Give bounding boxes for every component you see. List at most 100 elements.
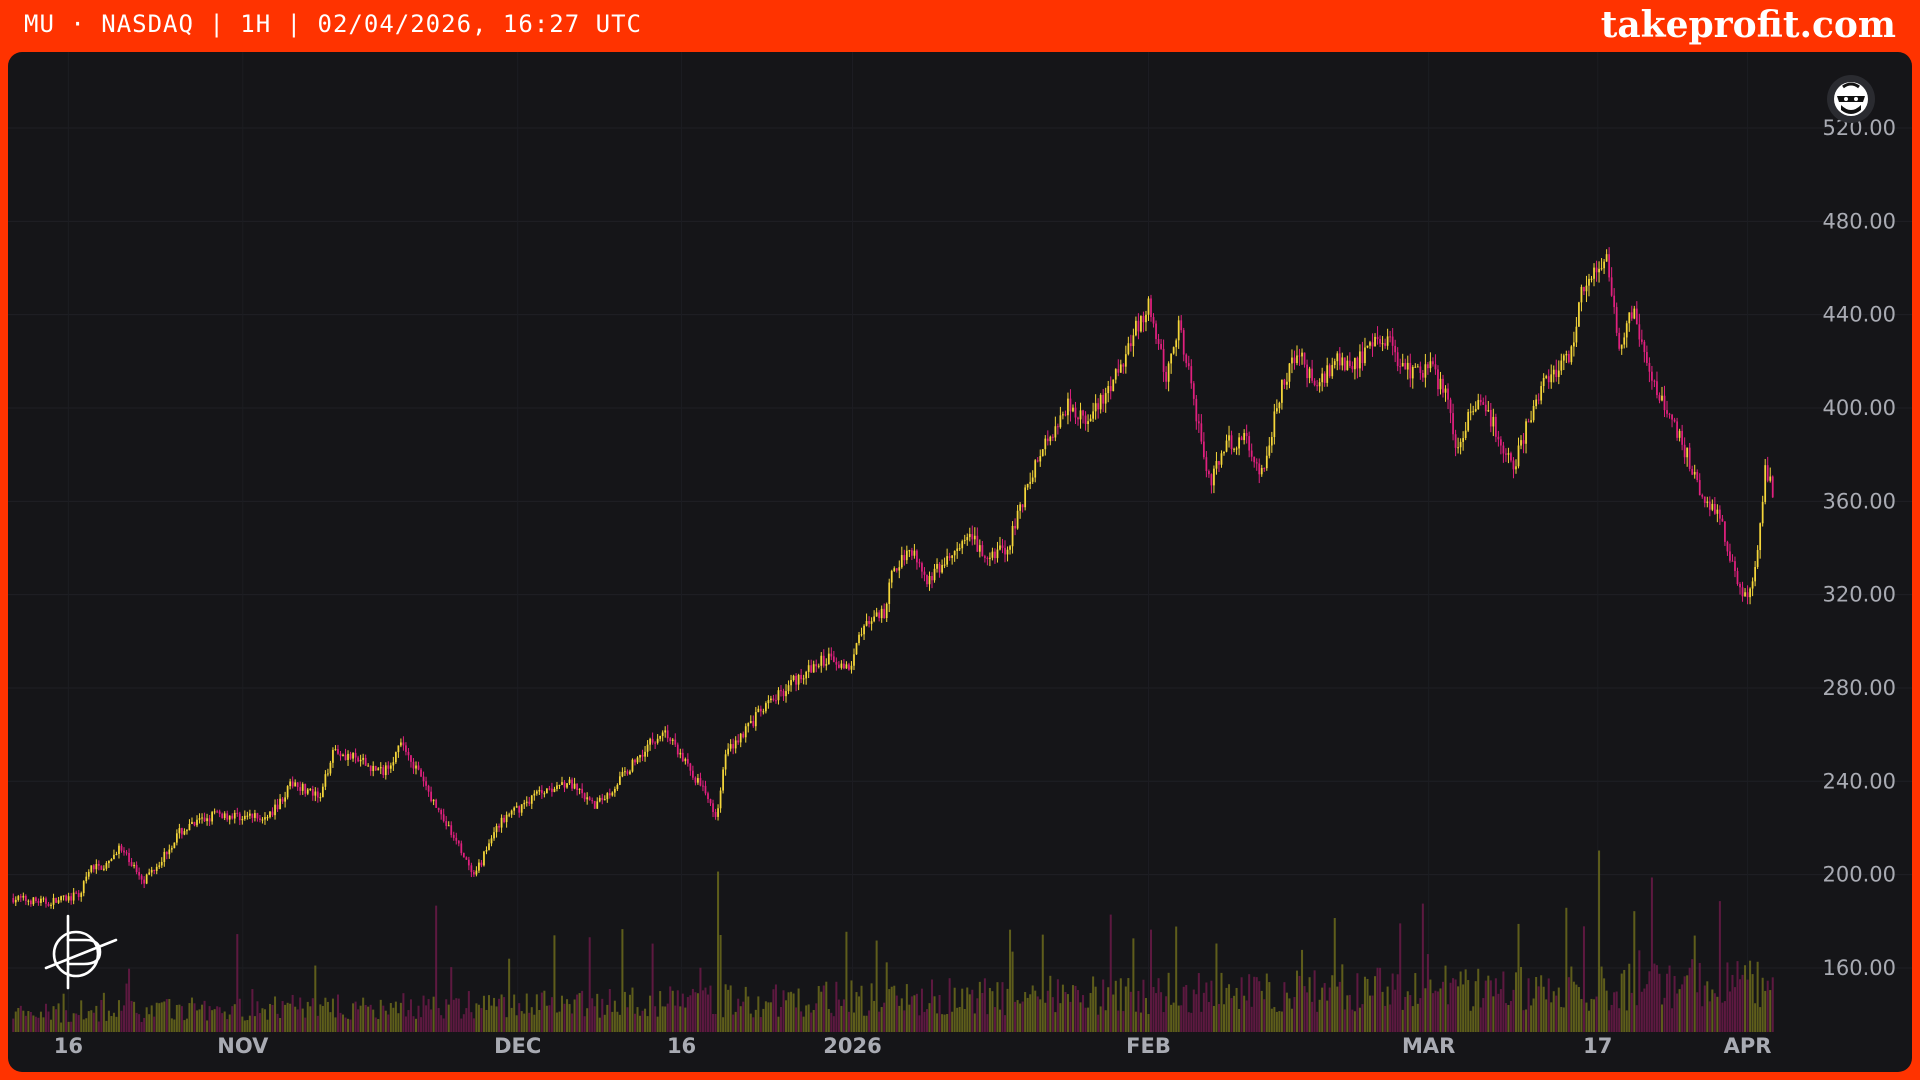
candle-body [1230,435,1233,449]
candle-body [27,900,30,902]
candle-body [1321,373,1324,383]
volume-bar [480,1008,483,1032]
candle-body [412,761,415,769]
volume-bar [1660,1004,1663,1032]
price-chart[interactable]: 520.00480.00440.00400.00360.00320.00280.… [8,52,1912,1072]
candle-body [1588,278,1590,286]
candle-body [581,788,584,794]
candle-body [1094,403,1097,412]
candle-body [223,813,226,819]
candle-body [1713,503,1716,514]
candle-body [515,806,518,808]
volume-bar [1769,990,1772,1032]
volume-bar [1658,973,1661,1032]
candle-body [692,770,694,778]
candle-body [354,753,357,758]
volume-bar [883,1002,886,1032]
candle-body [1500,439,1502,446]
candle-body [963,540,966,542]
candle-body [1192,383,1195,399]
candle-body [571,779,573,789]
candle-body [941,565,943,573]
volume-bar [759,1017,762,1032]
candle-body [933,568,936,581]
candle-body [85,876,88,882]
candle-body [510,810,513,815]
volume-bar [852,1012,855,1032]
candle-body [1157,339,1160,344]
volume-bar [196,1010,199,1032]
volume-bar [1436,991,1439,1032]
volume-bar [603,1014,606,1032]
volume-bar [553,935,556,1032]
volume-bar [1238,1008,1241,1032]
candle-body [1394,345,1397,353]
volume-bar [34,1016,37,1032]
volume-bar [1077,990,1080,1032]
volume-bar [520,1011,523,1032]
volume-bar [654,1006,657,1032]
volume-bar [1069,1001,1072,1032]
candle-body [848,664,850,670]
chart-panel[interactable]: 520.00 480.00 440.00 400.00 360.00 320.00 280.… [8,52,1912,1072]
candle-body [1756,550,1759,567]
volume-bar [367,1006,370,1032]
candle-body [128,852,130,863]
candle-body [1578,302,1580,327]
volume-bar [1303,986,1306,1032]
ninja-avatar-icon[interactable] [1827,75,1875,123]
volume-bar [1142,979,1145,1032]
candle-body [359,759,362,762]
candle-body [548,788,551,790]
volume-bar [918,1015,921,1032]
volume-bar [1404,996,1407,1032]
candle-body [1001,545,1004,548]
volume-bar [510,1007,513,1032]
candle-body [1698,480,1701,496]
candle-body [1202,441,1205,458]
volume-bar [1107,987,1110,1032]
volume-bar [407,1010,410,1032]
volume-bar [349,1019,352,1032]
candle-body [1731,560,1734,562]
volume-bar [618,1014,621,1032]
candle-body [1132,335,1135,347]
candle-body [490,838,493,844]
volume-bar [462,1014,465,1032]
volume-bar [1386,986,1389,1032]
volume-bar [87,1011,90,1032]
volume-bar [779,1006,782,1032]
candle-body [1663,395,1666,411]
y-tick-label: 200.00 [1823,863,1896,887]
volume-bar [875,940,878,1032]
candle-body [1293,357,1296,364]
volume-bar [110,1016,113,1032]
volume-bar [173,1019,176,1032]
volume-bar [1001,982,1004,1032]
candle-body [70,896,73,901]
volume-bar [714,1014,717,1032]
volume-bar [704,987,707,1032]
candle-body [1603,261,1605,269]
candle-body [478,862,480,871]
candle-body [838,664,840,668]
candle-body [800,674,803,680]
candle-body [981,545,984,557]
candle-body [561,782,563,785]
candle-body [377,768,380,771]
candle-body [714,812,717,817]
candle-body [1429,361,1432,369]
volume-bar [1713,993,1716,1032]
volume-bar [1469,1010,1472,1032]
volume-bar [155,1002,158,1032]
volume-bar [1577,987,1580,1032]
volume-bar [719,934,722,1032]
volume-bar [77,1015,80,1032]
volume-bar [1117,1010,1120,1032]
volume-bar [1094,986,1097,1032]
x-tick-label: 16 [667,1034,696,1058]
candle-body [1630,312,1633,319]
volume-bar [324,997,327,1032]
candle-body [1447,388,1449,400]
candle-body [1046,438,1049,442]
